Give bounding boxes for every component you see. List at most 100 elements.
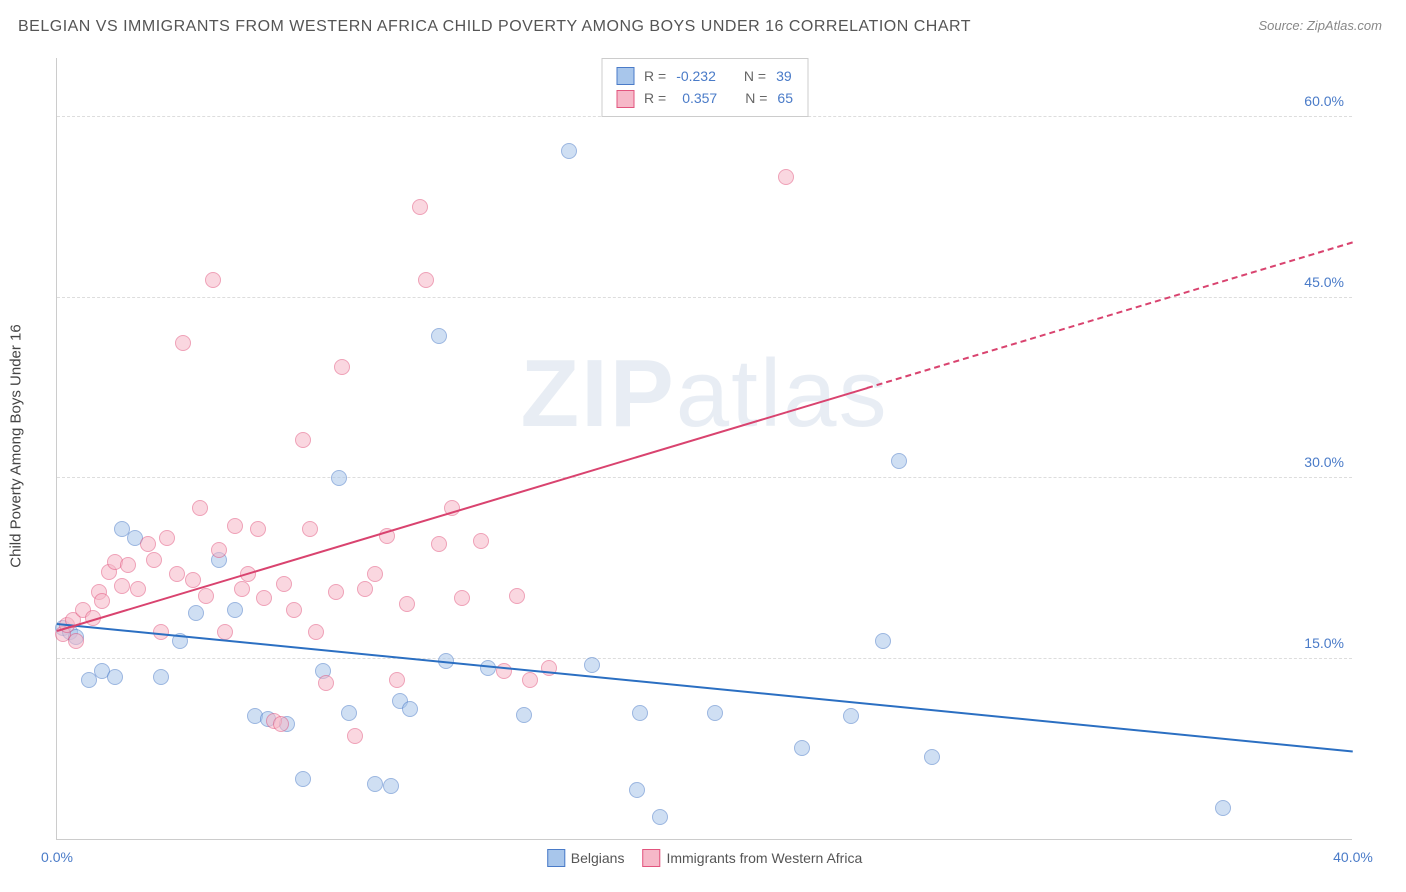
r-label: R = bbox=[644, 65, 666, 87]
gridline bbox=[57, 658, 1352, 659]
data-point bbox=[302, 521, 318, 537]
data-point bbox=[120, 557, 136, 573]
n-label: N = bbox=[745, 87, 767, 109]
data-point bbox=[496, 663, 512, 679]
data-point bbox=[192, 500, 208, 516]
y-tick-label: 30.0% bbox=[1304, 454, 1344, 470]
data-point bbox=[561, 143, 577, 159]
watermark-light: atlas bbox=[676, 340, 889, 447]
data-point bbox=[341, 705, 357, 721]
data-point bbox=[250, 521, 266, 537]
n-value: 65 bbox=[777, 87, 793, 109]
data-point bbox=[146, 552, 162, 568]
swatch-icon bbox=[616, 90, 634, 108]
data-point bbox=[273, 716, 289, 732]
legend-item-immigrants: Immigrants from Western Africa bbox=[642, 849, 862, 867]
data-point bbox=[185, 572, 201, 588]
data-point bbox=[114, 578, 130, 594]
data-point bbox=[875, 633, 891, 649]
chart-title: BELGIAN VS IMMIGRANTS FROM WESTERN AFRIC… bbox=[18, 18, 971, 36]
data-point bbox=[418, 272, 434, 288]
r-value: 0.357 bbox=[676, 87, 717, 109]
data-point bbox=[188, 605, 204, 621]
data-point bbox=[153, 669, 169, 685]
data-point bbox=[509, 588, 525, 604]
gridline bbox=[57, 297, 1352, 298]
source-prefix: Source: bbox=[1258, 18, 1306, 33]
r-value: -0.232 bbox=[676, 65, 716, 87]
legend-row-belgians: R = -0.232 N = 39 bbox=[616, 65, 793, 87]
data-point bbox=[454, 590, 470, 606]
swatch-icon bbox=[547, 849, 565, 867]
source-attribution: Source: ZipAtlas.com bbox=[1258, 18, 1382, 33]
data-point bbox=[198, 588, 214, 604]
data-point bbox=[402, 701, 418, 717]
data-point bbox=[347, 728, 363, 744]
data-point bbox=[399, 596, 415, 612]
watermark-bold: ZIP bbox=[520, 340, 675, 447]
data-point bbox=[234, 581, 250, 597]
n-value: 39 bbox=[776, 65, 792, 87]
data-point bbox=[1215, 800, 1231, 816]
data-point bbox=[308, 624, 324, 640]
y-axis-label: Child Poverty Among Boys Under 16 bbox=[8, 324, 25, 567]
data-point bbox=[431, 536, 447, 552]
data-point bbox=[295, 432, 311, 448]
legend-label: Immigrants from Western Africa bbox=[666, 850, 862, 866]
data-point bbox=[516, 707, 532, 723]
y-tick-label: 15.0% bbox=[1304, 635, 1344, 651]
data-point bbox=[334, 359, 350, 375]
data-point bbox=[367, 776, 383, 792]
data-point bbox=[286, 602, 302, 618]
data-point bbox=[629, 782, 645, 798]
y-tick-label: 60.0% bbox=[1304, 93, 1344, 109]
data-point bbox=[256, 590, 272, 606]
legend-label: Belgians bbox=[571, 850, 625, 866]
data-point bbox=[295, 771, 311, 787]
data-point bbox=[140, 536, 156, 552]
scatter-chart: R = -0.232 N = 39 R = 0.357 N = 65 ZIPat… bbox=[56, 58, 1352, 840]
data-point bbox=[211, 542, 227, 558]
r-label: R = bbox=[644, 87, 666, 109]
data-point bbox=[205, 272, 221, 288]
x-tick-label: 0.0% bbox=[41, 849, 73, 865]
data-point bbox=[367, 566, 383, 582]
chart-header: BELGIAN VS IMMIGRANTS FROM WESTERN AFRIC… bbox=[0, 0, 1406, 44]
legend-item-belgians: Belgians bbox=[547, 849, 625, 867]
data-point bbox=[383, 778, 399, 794]
data-point bbox=[652, 809, 668, 825]
y-tick-label: 45.0% bbox=[1304, 274, 1344, 290]
regression-line bbox=[867, 242, 1354, 390]
data-point bbox=[480, 660, 496, 676]
data-point bbox=[924, 749, 940, 765]
data-point bbox=[632, 705, 648, 721]
x-tick-label: 40.0% bbox=[1333, 849, 1373, 865]
watermark: ZIPatlas bbox=[520, 339, 888, 449]
data-point bbox=[107, 669, 123, 685]
data-point bbox=[357, 581, 373, 597]
data-point bbox=[522, 672, 538, 688]
swatch-icon bbox=[642, 849, 660, 867]
swatch-icon bbox=[616, 67, 634, 85]
data-point bbox=[94, 593, 110, 609]
data-point bbox=[794, 740, 810, 756]
data-point bbox=[328, 584, 344, 600]
data-point bbox=[331, 470, 347, 486]
data-point bbox=[431, 328, 447, 344]
data-point bbox=[130, 581, 146, 597]
data-point bbox=[891, 453, 907, 469]
n-label: N = bbox=[744, 65, 766, 87]
series-legend: Belgians Immigrants from Western Africa bbox=[547, 849, 863, 867]
data-point bbox=[707, 705, 723, 721]
data-point bbox=[473, 533, 489, 549]
legend-row-immigrants: R = 0.357 N = 65 bbox=[616, 87, 793, 109]
data-point bbox=[389, 672, 405, 688]
data-point bbox=[276, 576, 292, 592]
regression-line bbox=[57, 623, 1353, 753]
data-point bbox=[175, 335, 191, 351]
source-name: ZipAtlas.com bbox=[1307, 18, 1382, 33]
data-point bbox=[159, 530, 175, 546]
data-point bbox=[318, 675, 334, 691]
data-point bbox=[584, 657, 600, 673]
data-point bbox=[778, 169, 794, 185]
